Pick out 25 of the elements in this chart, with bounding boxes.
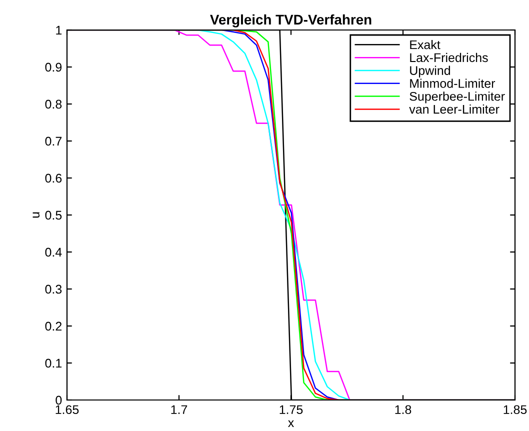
y-tick-label: 1 xyxy=(56,26,62,35)
y-tick-label: 0.7 xyxy=(45,136,62,146)
x-axis-title: x xyxy=(288,420,294,427)
legend-label: Exakt xyxy=(410,40,440,50)
legend-label: van Leer-Limiter xyxy=(409,104,500,114)
x-tick-label: 1.75 xyxy=(280,405,303,414)
y-tick-label: 0 xyxy=(56,396,62,405)
y-tick-label: 0.3 xyxy=(45,284,62,294)
x-tick-label: 1.85 xyxy=(504,405,527,414)
y-tick-label: 0.5 xyxy=(45,210,62,220)
x-tick-label: 1.8 xyxy=(395,405,412,414)
legend-label: Superbee-Limiter xyxy=(410,92,505,104)
y-tick-label: 0.4 xyxy=(45,248,62,257)
legend-label: Lax-Friedrichs xyxy=(410,52,488,62)
y-tick-label: 0.1 xyxy=(45,358,62,368)
chart-title: Vergleich TVD-Verfahren xyxy=(210,14,372,28)
x-tick-label: 1.7 xyxy=(171,405,188,414)
legend-label: Upwind xyxy=(410,66,450,78)
x-tick-label: 1.65 xyxy=(56,405,79,414)
y-tick-label: 0.2 xyxy=(45,322,62,331)
y-tick-label: 0.6 xyxy=(45,174,62,183)
y-axis-title: u xyxy=(32,212,40,218)
legend-label: Minmod-Limiter xyxy=(410,78,496,88)
y-tick-label: 0.9 xyxy=(45,62,62,72)
y-tick-label: 0.8 xyxy=(45,100,62,109)
